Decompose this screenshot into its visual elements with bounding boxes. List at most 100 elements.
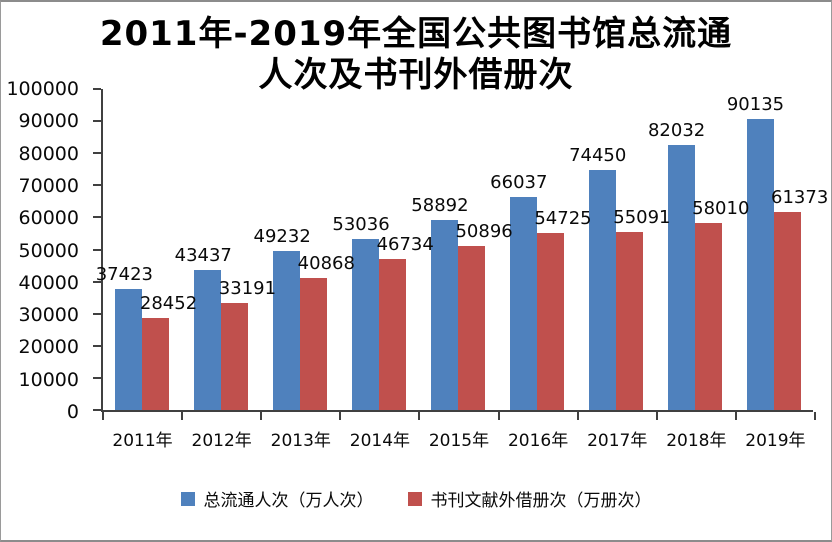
bar-total-circulation: 43437 <box>175 245 232 410</box>
legend: 总流通人次（万人次） 书刊文献外借册次（万册次） <box>1 486 831 511</box>
bar-value-label: 58010 <box>692 197 750 219</box>
y-axis-tick <box>93 344 101 347</box>
y-axis-tick-label: 70000 <box>18 174 79 197</box>
bar-total-circulation: 74450 <box>569 145 626 410</box>
bar-value-label: 50896 <box>455 220 513 242</box>
bar-book-loans: 33191 <box>219 278 276 410</box>
x-axis-tick <box>260 412 263 420</box>
y-axis-tick <box>93 216 101 219</box>
y-axis-tick-label: 50000 <box>18 239 79 262</box>
bar-value-label: 82032 <box>647 120 706 141</box>
bar-book-loans: 40868 <box>298 253 355 410</box>
y-axis-tick <box>93 248 101 251</box>
x-axis-tick <box>418 412 421 420</box>
bar-group: 43437 33191 <box>175 89 276 410</box>
bar-book-loans: 46734 <box>377 234 434 410</box>
x-axis-tick <box>576 412 579 420</box>
y-axis-tick-label: 100000 <box>6 78 79 100</box>
bar-total-circulation: 82032 <box>648 120 705 410</box>
x-axis-label: 2018年 <box>666 431 727 451</box>
bar-value-label: 43437 <box>174 244 232 266</box>
legend-item-total-circulation: 总流通人次（万人次） <box>180 486 374 511</box>
bar-book-loans: 28452 <box>140 293 197 410</box>
bar-value-label: 37423 <box>95 264 153 286</box>
bar-value-label: 61373 <box>771 186 829 208</box>
bar-total-circulation: 53036 <box>332 214 390 410</box>
x-axis-label: 2016年 <box>507 431 569 451</box>
bar-value-label: 46734 <box>376 234 434 255</box>
x-axis-label: 2017年 <box>587 431 648 451</box>
bar-group: 37423 28452 <box>96 89 197 410</box>
bar-book-loans: 55091 <box>613 207 671 410</box>
y-axis-tick <box>93 409 101 411</box>
x-axis-tick <box>497 412 500 420</box>
x-axis-tick <box>181 412 184 420</box>
bar-book-loans: 58010 <box>692 198 749 410</box>
bar-value-label: 40868 <box>297 253 355 274</box>
chart-title: 2011年-2019年全国公共图书馆总流通 人次及书刊外借册次 <box>1 14 831 97</box>
chart-title-line1: 2011年-2019年全国公共图书馆总流通 <box>99 14 733 54</box>
legend-label: 书刊文献外借册次（万册次） <box>430 491 652 511</box>
y-axis-tick-label: 80000 <box>18 142 79 165</box>
bar-total-circulation: 37423 <box>96 264 153 410</box>
legend-swatch <box>407 491 422 506</box>
bar-value-label: 49232 <box>253 226 311 247</box>
bar-value-label: 33191 <box>218 277 277 299</box>
y-axis-tick <box>93 152 101 155</box>
x-axis: 2011年 2012年 2013年 2014年 2015年 2016年 2017年 2018年… <box>103 426 815 451</box>
x-axis-tick <box>814 412 816 420</box>
x-axis-tick <box>102 412 104 420</box>
bar-book-loans: 61373 <box>771 187 828 410</box>
y-axis: 0 10000 20000 30000 40000 50000 60000 70000 8000… <box>1 78 91 423</box>
y-axis-tick-label: 0 <box>66 401 79 423</box>
bar-group: 53036 46734 <box>332 89 434 410</box>
plot-area: 37423 28452 43437 33191 49232 40868 53036 46734… <box>93 88 828 420</box>
y-axis-tick-label: 10000 <box>18 368 79 391</box>
bar-value-label: 28452 <box>139 293 198 315</box>
y-axis-tick-label: 30000 <box>18 304 79 327</box>
y-axis-tick <box>93 312 101 315</box>
bar-value-label: 74450 <box>569 144 627 166</box>
y-axis-tick-label: 20000 <box>18 336 79 359</box>
y-axis-tick <box>93 376 101 379</box>
bar-groups: 37423 28452 43437 33191 49232 40868 53036 46734… <box>96 89 828 410</box>
bar-group: 74450 55091 <box>569 89 671 410</box>
x-axis-tick <box>339 412 342 420</box>
y-axis-tick-label: 40000 <box>18 271 79 294</box>
legend-label: 总流通人次（万人次） <box>203 491 374 511</box>
bar-group: 49232 40868 <box>254 89 355 410</box>
x-axis-label: 2015年 <box>428 431 490 451</box>
y-axis-tick <box>93 280 101 283</box>
bar-group: 82032 58010 <box>648 89 749 410</box>
x-axis-tick <box>734 412 737 420</box>
chart-title-line2: 人次及书刊外借册次 <box>258 55 574 96</box>
y-axis-tick-label: 90000 <box>18 110 79 133</box>
bar-group: 66037 54725 <box>490 89 592 410</box>
bar-value-label: 90135 <box>726 93 785 115</box>
bar-group: 90135 61373 <box>727 89 828 410</box>
x-axis-tick <box>655 412 658 420</box>
y-axis-tick <box>93 88 101 90</box>
legend-swatch <box>180 491 195 506</box>
bar-book-loans: 50896 <box>455 221 513 410</box>
bar-value-label: 53036 <box>332 213 390 235</box>
bar-total-circulation: 90135 <box>727 94 784 410</box>
x-axis-label: 2019年 <box>745 431 806 451</box>
bar-value-label: 66037 <box>490 171 548 193</box>
legend-item-book-loans: 书刊文献外借册次（万册次） <box>407 486 652 511</box>
bar-total-circulation: 49232 <box>254 226 311 410</box>
y-axis-tick <box>93 184 101 187</box>
bar-value-label: 55091 <box>613 207 671 229</box>
bar-total-circulation: 58892 <box>411 195 469 410</box>
x-axis-label: 2011年 <box>112 431 173 451</box>
y-axis-tick <box>93 120 101 123</box>
bar-value-label: 58892 <box>411 194 469 216</box>
bar-value-label: 54725 <box>534 208 592 230</box>
x-axis-label: 2014年 <box>349 431 411 451</box>
y-axis-tick-label: 60000 <box>18 207 79 230</box>
bar-book-loans: 54725 <box>534 208 592 410</box>
bar-group: 58892 50896 <box>411 89 513 410</box>
x-axis-label: 2013年 <box>270 431 331 451</box>
bar-total-circulation: 66037 <box>490 172 547 410</box>
